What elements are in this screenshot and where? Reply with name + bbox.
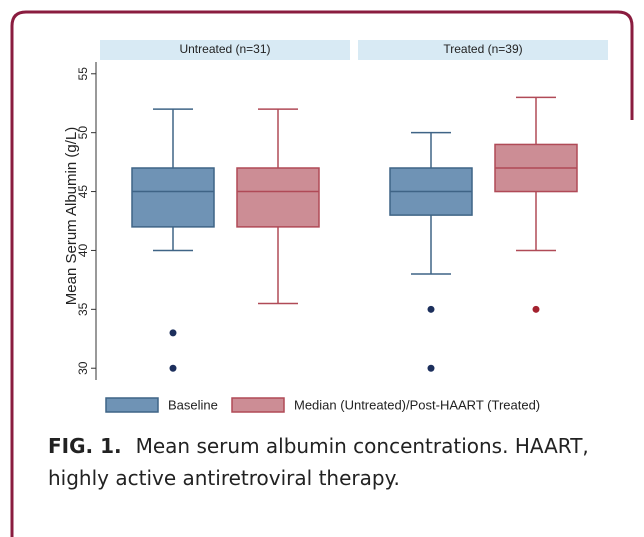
box (236, 167, 320, 228)
panel-title: Untreated (n=31) (179, 42, 270, 56)
y-tick-label: 40 (76, 243, 90, 257)
legend-label: Baseline (168, 397, 218, 412)
strip (358, 40, 608, 60)
outlier (532, 305, 540, 313)
outlier (427, 364, 435, 372)
box (131, 167, 215, 228)
frame (10, 10, 634, 537)
y-tick-label: 45 (76, 185, 90, 199)
legend-label: Median (Untreated)/Post-HAART (Treated) (294, 397, 540, 412)
y-tick-label: 30 (76, 361, 90, 375)
y-tick-label: 35 (76, 302, 90, 316)
outlier (169, 329, 177, 337)
legend-swatch (105, 397, 159, 413)
y-tick-label: 50 (76, 126, 90, 140)
y-tick-label: 55 (76, 67, 90, 81)
outlier (427, 305, 435, 313)
caption-label: FIG. 1. (48, 434, 122, 458)
legend-swatch (231, 397, 285, 413)
outlier (169, 364, 177, 372)
caption: FIG. 1. Mean serum albumin concentrations… (48, 430, 608, 494)
y-axis-title: Mean Serum Albumin (g/L) (63, 127, 80, 305)
caption-text: Mean serum albumin concentrations. HAART… (48, 434, 589, 490)
panel-title: Treated (n=39) (443, 42, 522, 56)
strip (100, 40, 350, 60)
